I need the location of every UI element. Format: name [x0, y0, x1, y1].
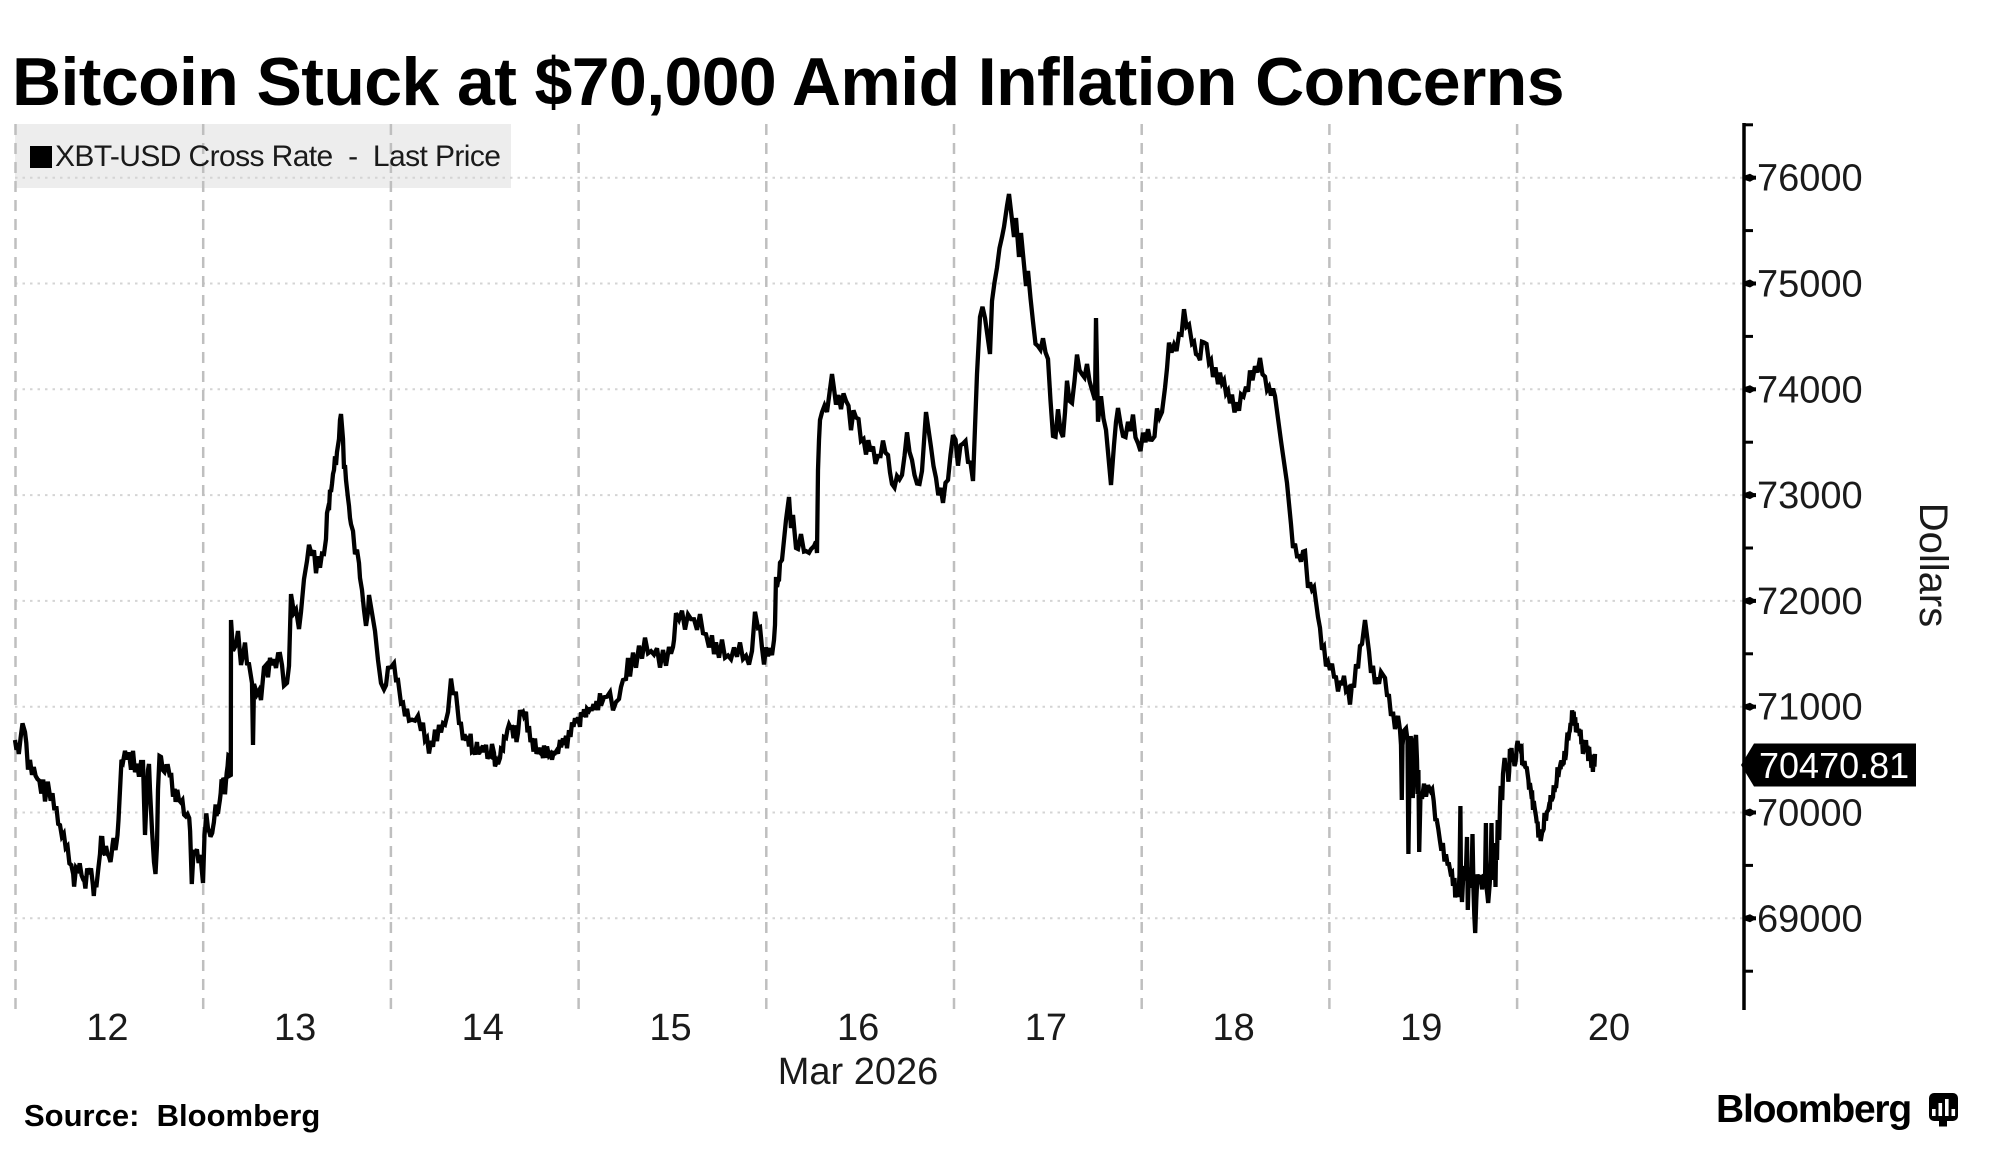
- svg-text:75000: 75000: [1757, 264, 1863, 306]
- svg-text:18: 18: [1212, 1007, 1254, 1049]
- svg-text:Mar 2026: Mar 2026: [778, 1051, 939, 1093]
- svg-text:74000: 74000: [1757, 369, 1863, 411]
- svg-text:15: 15: [649, 1007, 691, 1049]
- svg-text:70470.81: 70470.81: [1759, 745, 1909, 786]
- svg-text:12: 12: [86, 1007, 128, 1049]
- svg-text:69000: 69000: [1757, 898, 1863, 940]
- svg-text:Dollars: Dollars: [1911, 503, 1955, 627]
- svg-text:76000: 76000: [1757, 158, 1863, 200]
- svg-text:17: 17: [1025, 1007, 1067, 1049]
- svg-text:19: 19: [1400, 1007, 1442, 1049]
- svg-text:71000: 71000: [1757, 687, 1863, 729]
- svg-text:16: 16: [837, 1007, 879, 1049]
- svg-text:13: 13: [274, 1007, 316, 1049]
- svg-text:73000: 73000: [1757, 475, 1863, 517]
- svg-text:14: 14: [462, 1007, 504, 1049]
- svg-text:70000: 70000: [1757, 793, 1863, 835]
- svg-text:72000: 72000: [1757, 581, 1863, 623]
- svg-text:20: 20: [1588, 1007, 1630, 1049]
